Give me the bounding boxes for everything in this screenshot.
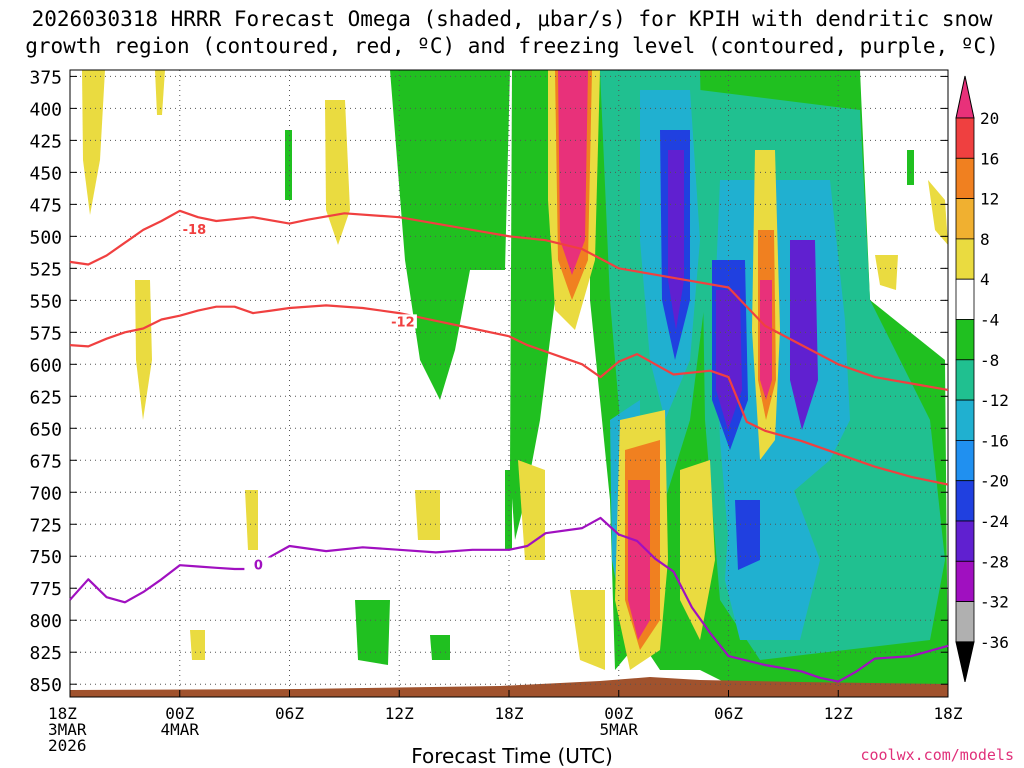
- contour-label-bg: [244, 557, 273, 572]
- colorbar-swatch: [955, 520, 975, 562]
- chart-title: 2026030318 HRRR Forecast Omega (shaded, …: [0, 6, 1024, 60]
- x-tick-label: 4MAR: [160, 720, 199, 739]
- omega-shading: [70, 70, 948, 697]
- colorbar-swatch: [955, 198, 975, 240]
- y-tick-label: 825: [29, 643, 62, 664]
- colorbar-label: -12: [980, 391, 1009, 410]
- contour-label-minus18: -18: [183, 223, 207, 238]
- contour-zero: [69, 516, 949, 683]
- contour-minus18: [69, 209, 949, 391]
- colorbar-label: -32: [980, 593, 1009, 612]
- colorbar-label: -28: [980, 552, 1009, 571]
- colorbar-swatch: [955, 157, 975, 200]
- contour-label-bg: [180, 222, 209, 237]
- x-tick-label: 12Z: [824, 704, 853, 723]
- colorbar-label: -16: [980, 431, 1009, 450]
- contour-minus12: [69, 304, 949, 486]
- y-tick-label: 750: [29, 547, 62, 568]
- colorbar: 20 16 12 8 4 -4 -8 -12 -16 -20 -24 -28 -32 -36: [955, 75, 1009, 683]
- y-tick-label: 450: [29, 163, 62, 184]
- colorbar-bottom-triangle: [955, 641, 975, 683]
- y-tick-label: 375: [29, 67, 62, 88]
- x-tick-label: 06Z: [714, 704, 743, 723]
- colorbar-swatch: [955, 480, 975, 522]
- y-tick-label: 850: [29, 675, 62, 696]
- x-tick-label: 18Z: [934, 704, 963, 723]
- colorbar-label: -4: [980, 311, 999, 330]
- y-tick-label: 625: [29, 387, 62, 408]
- colorbar-swatch: [955, 359, 975, 401]
- title-line-2: growth region (contoured, red, ºC) and f…: [25, 34, 999, 58]
- x-tick-label: 2026: [48, 736, 87, 755]
- y-tick-label: 700: [29, 483, 62, 504]
- colorbar-swatch: [955, 601, 975, 643]
- colorbar-label: -36: [980, 633, 1009, 652]
- colorbar-label: 20: [980, 109, 999, 128]
- y-tick-label: 425: [29, 131, 62, 152]
- y-tick-label: 525: [29, 259, 62, 280]
- y-tick-label: 725: [29, 515, 62, 536]
- x-axis-title: Forecast Time (UTC): [411, 744, 613, 768]
- colorbar-swatch: [955, 439, 975, 482]
- contour-label-zero: 0: [254, 558, 263, 573]
- colorbar-label: -20: [980, 472, 1009, 491]
- x-tick-label: 00Z: [604, 704, 633, 723]
- x-tick-label: 06Z: [275, 704, 304, 723]
- title-line-1: 2026030318 HRRR Forecast Omega (shaded, …: [31, 7, 993, 31]
- x-tick-label: 5MAR: [599, 720, 638, 739]
- y-tick-label: 475: [29, 195, 62, 216]
- y-axis: 375 400 425 450 475 500 525 550 575 600 625 650 675 7…: [29, 67, 948, 696]
- y-tick-label: 800: [29, 611, 62, 632]
- temperature-contours: -18 -12 0: [69, 209, 949, 683]
- credit-link[interactable]: coolwx.com/models: [860, 746, 1014, 764]
- y-tick-label: 550: [29, 291, 62, 312]
- colorbar-top-triangle: [955, 75, 975, 119]
- colorbar-swatch: [955, 238, 975, 280]
- colorbar-swatch: [955, 399, 975, 441]
- y-tick-label: 500: [29, 227, 62, 248]
- y-tick-label: 600: [29, 355, 62, 376]
- colorbar-swatch: [955, 278, 975, 320]
- x-tick-label: 12Z: [385, 704, 414, 723]
- contour-label-minus12: -12: [391, 315, 415, 330]
- contour-label-bg: [388, 314, 417, 329]
- y-tick-label: 675: [29, 451, 62, 472]
- y-tick-label: 575: [29, 323, 62, 344]
- colorbar-swatch: [955, 117, 975, 159]
- y-tick-label: 650: [29, 419, 62, 440]
- colorbar-label: 8: [980, 230, 990, 249]
- x-tick-label: 18Z: [495, 704, 524, 723]
- y-tick-label: 775: [29, 579, 62, 600]
- colorbar-swatch: [955, 560, 975, 602]
- x-tick-label: 18Z: [48, 704, 77, 723]
- x-tick-label: 3MAR: [48, 720, 87, 739]
- colorbar-label: 12: [980, 190, 999, 209]
- colorbar-label: -24: [980, 512, 1009, 531]
- x-tick-label: 00Z: [165, 704, 194, 723]
- colorbar-label: 4: [980, 270, 990, 289]
- colorbar-label: -8: [980, 351, 999, 370]
- colorbar-label: 16: [980, 149, 999, 168]
- colorbar-swatch: [955, 319, 975, 361]
- y-tick-label: 400: [29, 99, 62, 120]
